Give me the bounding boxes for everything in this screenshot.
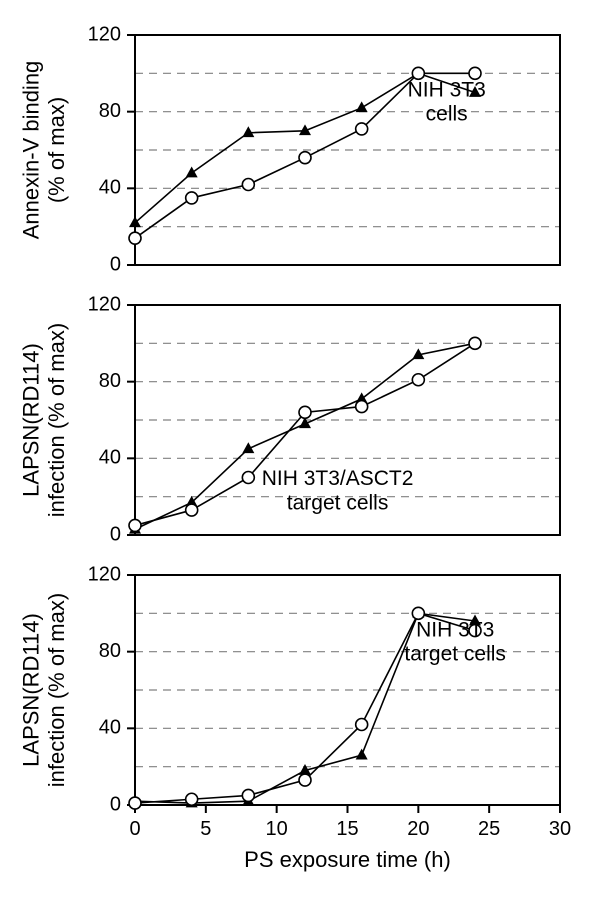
x-tick-label: 25 [478, 818, 500, 840]
y-tick-label: 80 [99, 640, 121, 662]
y-tick-label: 80 [99, 370, 121, 392]
x-tick-label: 15 [336, 818, 358, 840]
circle-marker-icon [186, 504, 198, 516]
circle-marker-icon [129, 519, 141, 531]
circle-marker-icon [299, 406, 311, 418]
figure-container: 0 40 80 120 Annexin-V binding(% of max) NIH 3… [0, 0, 600, 909]
panel_a: 0 40 80 120 Annexin-V binding(% of max) NIH 3… [19, 23, 560, 275]
circle-marker-icon [469, 337, 481, 349]
circle-marker-icon [242, 472, 254, 484]
triangle-marker-icon [186, 167, 198, 178]
y-tick-label: 0 [110, 793, 121, 815]
panel_c: 0 40 80 120 LAPSN(RD114)infection (% of max)… [19, 563, 571, 872]
triangle-marker-icon [129, 216, 141, 227]
y-tick-label: 120 [88, 563, 121, 585]
y-tick-label: 40 [99, 717, 121, 739]
circle-marker-icon [186, 192, 198, 204]
panel-note: NIH 3T3cells [408, 78, 486, 125]
triangle-marker-icon [356, 101, 368, 112]
panel_b: 0 40 80 120 LAPSN(RD114)infection (% of max)… [19, 293, 560, 545]
panel-note: NIH 3T3/ASCT2target cells [262, 467, 414, 514]
y-tick-label: 80 [99, 100, 121, 122]
y-tick-label: 40 [99, 177, 121, 199]
y-axis-label: LAPSN(RD114)infection (% of max) [19, 593, 69, 787]
circle-marker-icon [299, 774, 311, 786]
circle-marker-icon [129, 797, 141, 809]
y-tick-label: 0 [110, 253, 121, 275]
x-tick-label: 10 [266, 818, 288, 840]
x-tick-label: 0 [129, 818, 140, 840]
circle-marker-icon [356, 123, 368, 135]
triangle-marker-icon [356, 749, 368, 760]
y-tick-label: 40 [99, 447, 121, 469]
x-tick-label: 20 [407, 818, 429, 840]
circle-marker-icon [242, 789, 254, 801]
y-axis-label: LAPSN(RD114)infection (% of max) [19, 323, 69, 517]
chart-svg: 0 40 80 120 Annexin-V binding(% of max) NIH 3… [0, 0, 600, 909]
circle-marker-icon [242, 179, 254, 191]
circle-marker-icon [129, 232, 141, 244]
circle-marker-icon [299, 152, 311, 164]
x-axis-label: PS exposure time (h) [244, 847, 451, 872]
x-tick-label: 30 [549, 818, 571, 840]
y-axis-label: Annexin-V binding(% of max) [19, 61, 69, 240]
circle-marker-icon [356, 719, 368, 731]
x-tick-label: 5 [200, 818, 211, 840]
y-tick-label: 120 [88, 23, 121, 45]
panel-note: NIH 3T3target cells [404, 618, 506, 665]
triangle-marker-icon [242, 126, 254, 137]
circle-marker-icon [186, 793, 198, 805]
circle-marker-icon [412, 374, 424, 386]
circle-marker-icon [356, 401, 368, 413]
y-tick-label: 120 [88, 293, 121, 315]
y-tick-label: 0 [110, 523, 121, 545]
